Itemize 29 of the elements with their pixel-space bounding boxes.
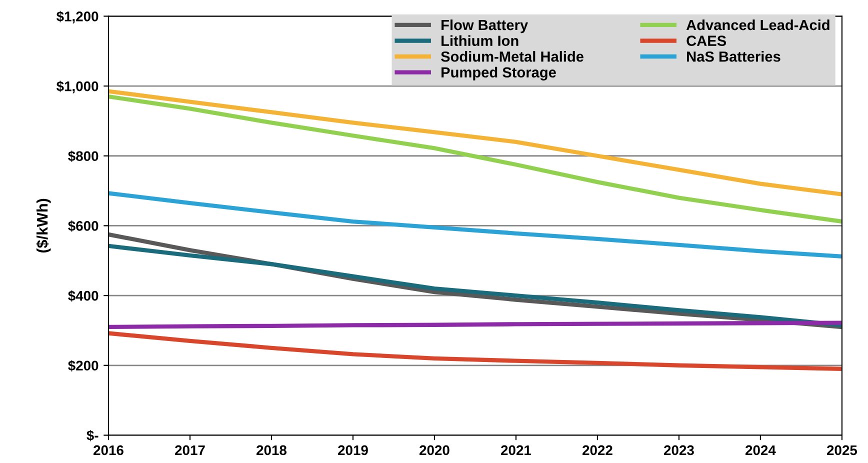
y-tick-label: $-	[86, 430, 98, 442]
y-axis-title: ($/kWh)	[36, 198, 51, 253]
y-tick-label: $800	[68, 150, 98, 162]
x-tick-label: 2023	[664, 445, 694, 456]
x-tick-label: 2020	[420, 445, 450, 456]
y-tick-label: $1,200	[56, 10, 98, 24]
line-series	[108, 94, 842, 224]
x-tick-label: 2016	[94, 445, 124, 456]
x-tick-label: 2018	[256, 445, 287, 456]
line-series	[108, 191, 842, 259]
y-tick-label: $600	[68, 220, 98, 232]
y-tick-label: $200	[68, 360, 98, 372]
legend-label: NaS Batteries	[687, 51, 780, 62]
y-tick-label: $400	[68, 290, 98, 302]
legend-label: CAES	[686, 36, 726, 46]
legend-label: Pumped Storage	[442, 66, 556, 80]
x-tick-label: 2019	[338, 445, 368, 456]
legend-label: Advanced Lead-Acid	[686, 19, 830, 30]
line-series	[108, 331, 842, 371]
x-tick-label: 2024	[746, 445, 776, 456]
legend-label: Sodium-Metal Halide	[440, 51, 584, 62]
y-tick-label: $1,000	[56, 80, 98, 94]
x-tick-label: 2021	[501, 445, 532, 456]
legend-label: Flow Battery	[442, 19, 528, 34]
x-tick-label: 2022	[582, 445, 612, 456]
x-tick-label: 2017	[175, 445, 205, 456]
x-tick-label: 2025	[826, 445, 858, 456]
line-series	[108, 89, 842, 196]
legend-label: Lithium Ion	[442, 35, 518, 46]
